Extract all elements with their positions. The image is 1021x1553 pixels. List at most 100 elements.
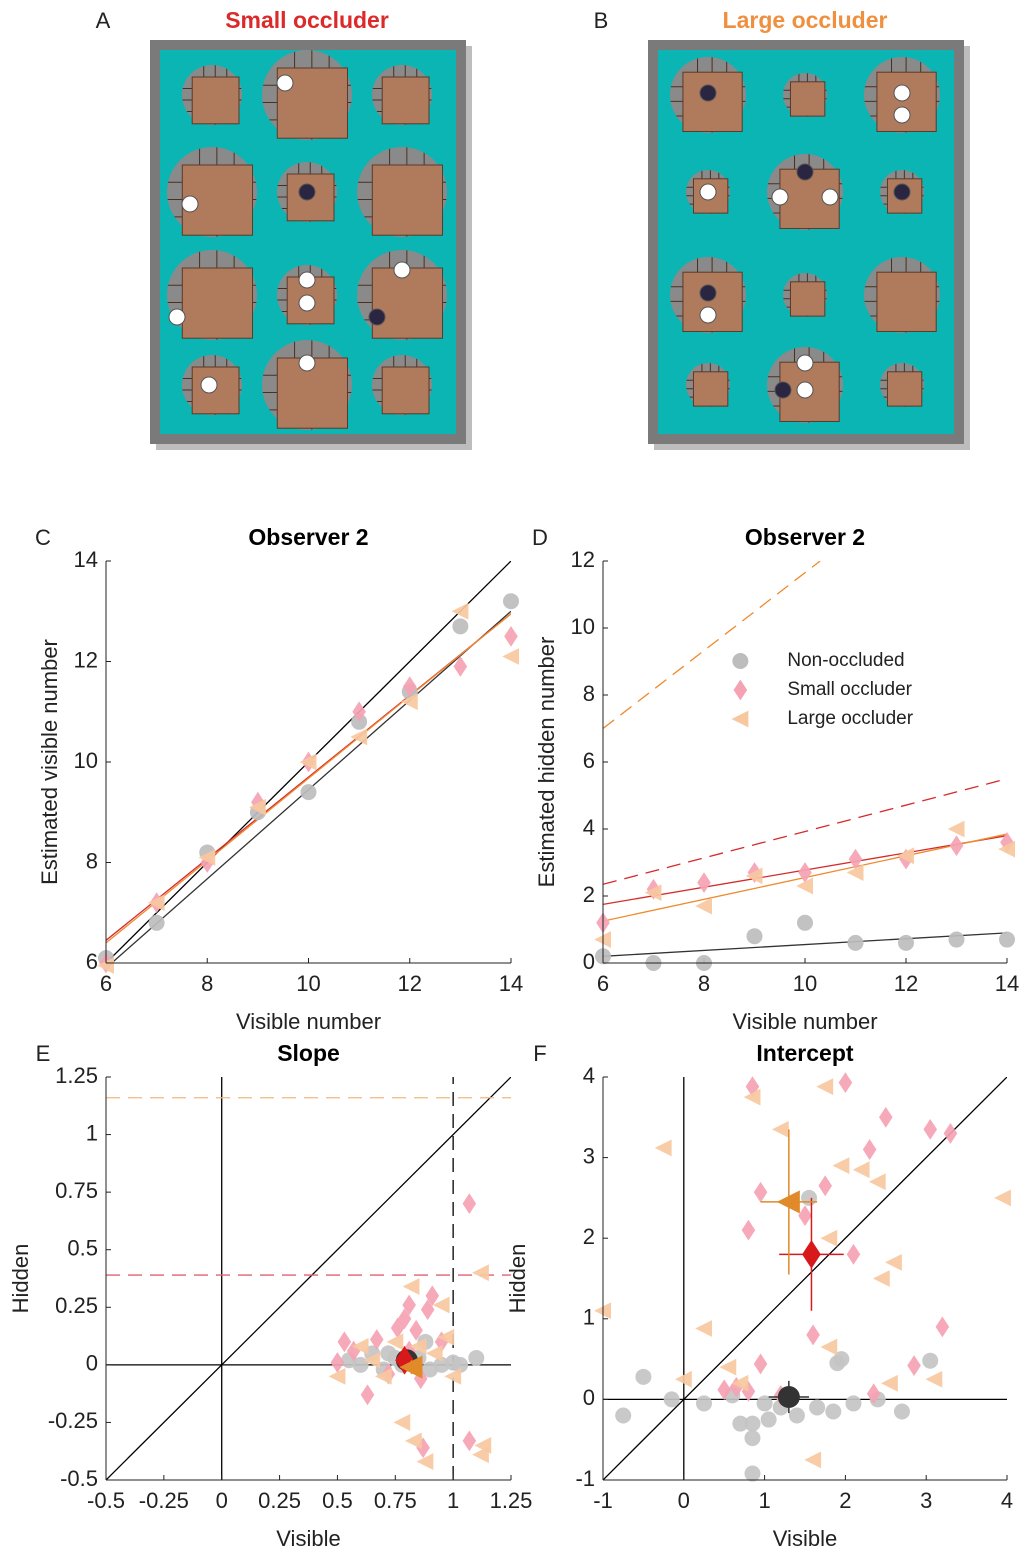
point: [798, 1205, 812, 1226]
ball: [894, 107, 910, 123]
panel-letter: F: [533, 1041, 546, 1066]
y-tick-label: 2: [583, 1224, 595, 1249]
point: [361, 1384, 375, 1405]
y-tick-label: 0: [583, 1385, 595, 1410]
fit-line: [106, 614, 511, 943]
wood: [192, 367, 239, 414]
ball: [182, 196, 198, 212]
wood: [887, 372, 921, 406]
legend-marker: [734, 680, 748, 701]
x-tick-label: -0.25: [139, 1488, 189, 1513]
x-tick-label: 0.75: [374, 1488, 417, 1513]
ball: [894, 184, 910, 200]
point: [789, 1408, 805, 1424]
y-tick-label: 4: [583, 1063, 595, 1088]
y-tick-label: 0.75: [55, 1178, 98, 1203]
point: [885, 1254, 902, 1271]
point: [907, 1355, 921, 1376]
point: [879, 1107, 893, 1128]
illustration-title: Small occluder: [225, 7, 389, 33]
chart-title: Observer 2: [745, 524, 865, 550]
wood: [790, 282, 824, 316]
point: [873, 1270, 890, 1287]
x-tick-label: -0.5: [87, 1488, 125, 1513]
panel-letter: A: [96, 8, 111, 33]
wood: [192, 77, 239, 124]
point: [149, 915, 165, 931]
y-tick-label: 10: [74, 748, 98, 773]
point: [417, 1453, 434, 1470]
point: [881, 1375, 898, 1392]
point: [898, 935, 914, 951]
y-tick-label: 8: [86, 848, 98, 873]
y-tick-label: -1: [575, 1466, 595, 1491]
y-tick-label: 0.5: [67, 1236, 98, 1261]
point: [848, 935, 864, 951]
x-tick-label: 6: [100, 971, 112, 996]
point: [950, 835, 964, 856]
ball: [700, 184, 716, 200]
wood: [372, 165, 442, 235]
point: [301, 784, 317, 800]
y-tick-label: 1: [583, 1305, 595, 1330]
point: [863, 1139, 877, 1160]
ball: [369, 309, 385, 325]
point: [761, 1412, 777, 1428]
x-axis-label: Visible: [276, 1526, 340, 1551]
x-tick-label: 2: [839, 1488, 851, 1513]
y-axis-label: Hidden: [8, 1244, 33, 1314]
fit-line: [603, 933, 1007, 956]
wood: [877, 72, 936, 131]
point: [825, 1403, 841, 1419]
y-tick-label: 1: [86, 1120, 98, 1145]
panel-letter: C: [35, 525, 51, 550]
wood: [683, 72, 742, 131]
legend-label: Non-occluded: [787, 650, 904, 671]
point: [754, 1354, 768, 1375]
point: [869, 1173, 886, 1190]
ball: [201, 377, 217, 393]
fit-line: [106, 1077, 511, 1480]
y-tick-label: -0.5: [60, 1466, 98, 1491]
y-tick-label: 14: [74, 547, 98, 572]
point: [472, 1264, 489, 1281]
point: [468, 1350, 484, 1366]
x-tick-label: 14: [499, 971, 523, 996]
y-tick-label: 4: [583, 815, 595, 840]
x-tick-label: 0.5: [322, 1488, 353, 1513]
y-tick-label: 12: [74, 647, 98, 672]
point: [463, 1193, 477, 1214]
point: [809, 1399, 825, 1415]
y-tick-label: 12: [571, 547, 595, 572]
figure: ASmall occluderBLarge occluderCObserver …: [0, 0, 1021, 1553]
ball: [772, 189, 788, 205]
ball: [169, 309, 185, 325]
point: [816, 1078, 833, 1095]
x-tick-label: 12: [398, 971, 422, 996]
x-tick-label: 4: [1001, 1488, 1013, 1513]
point: [463, 1430, 477, 1451]
point: [393, 1414, 410, 1431]
plot-area: [106, 1077, 511, 1480]
y-axis-label: Estimated visible number: [37, 639, 62, 885]
panel-letter: E: [36, 1041, 51, 1066]
wood: [372, 268, 442, 338]
panel-letter: D: [532, 525, 548, 550]
y-tick-label: 0: [86, 1351, 98, 1376]
point: [452, 618, 468, 634]
ball: [299, 295, 315, 311]
x-tick-label: 8: [698, 971, 710, 996]
point: [747, 928, 763, 944]
fit-line: [603, 561, 820, 729]
point: [615, 1408, 631, 1424]
point: [744, 1416, 760, 1432]
ball: [394, 262, 410, 278]
legend-marker: [732, 711, 749, 728]
ball: [822, 189, 838, 205]
point: [754, 1182, 768, 1203]
point: [994, 1190, 1011, 1207]
x-tick-label: 0.25: [258, 1488, 301, 1513]
point: [853, 1161, 870, 1178]
x-tick-label: 10: [296, 971, 320, 996]
point: [949, 932, 965, 948]
